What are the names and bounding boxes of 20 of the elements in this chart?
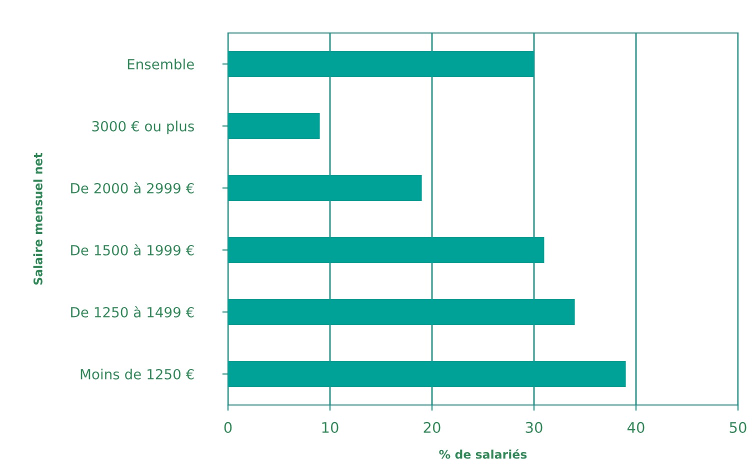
bar	[228, 298, 575, 326]
x-tick-label: 50	[730, 422, 746, 433]
bar	[228, 174, 422, 202]
x-tick-label: 40	[627, 422, 644, 433]
y-tick-label: Ensemble	[128, 58, 194, 70]
x-axis-title: % de salariés	[439, 449, 527, 459]
y-tick-label: De 1250 à 1499 €	[71, 306, 194, 318]
x-tick-label: 0	[224, 422, 232, 433]
y-axis-title: Salaire mensuel net	[33, 152, 42, 285]
y-tick-label: Moins de 1250 €	[80, 368, 194, 380]
x-tick-label: 10	[322, 422, 338, 433]
y-tick-label: 3000 € ou plus	[92, 120, 194, 134]
bar	[228, 50, 534, 78]
x-tick-label: 30	[526, 422, 542, 433]
x-tick-label: 20	[424, 422, 440, 433]
bar	[228, 112, 320, 140]
y-tick-label: De 1500 à 1999 €	[71, 244, 194, 256]
bar	[228, 236, 544, 264]
bar	[228, 360, 626, 388]
y-tick-label: De 2000 à 2999 €	[71, 182, 194, 194]
